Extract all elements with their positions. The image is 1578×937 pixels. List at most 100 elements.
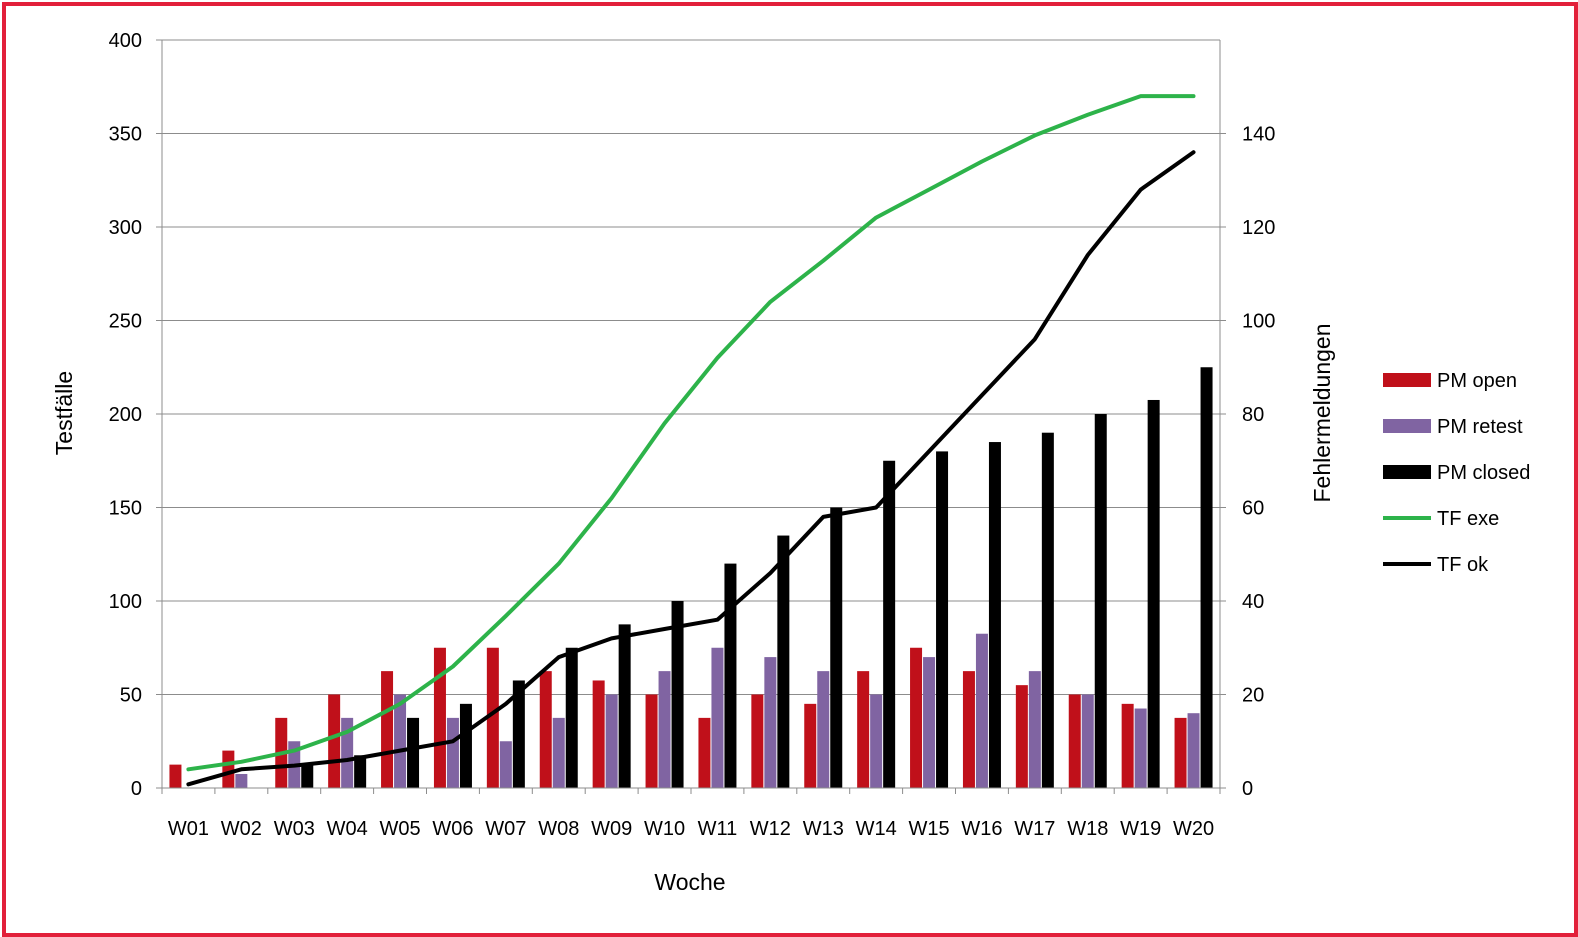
bar-pm-open [804, 703, 817, 788]
bar-pm-open [1068, 694, 1081, 788]
bars [169, 367, 1213, 788]
bar-pm-closed [301, 764, 314, 788]
legend-label: TF ok [1437, 554, 1489, 576]
legend: PM open PM retest PM closed TF exe TF ok [1383, 370, 1530, 576]
y-tick-label: 50 [120, 685, 142, 707]
y-tick-label: 150 [109, 498, 142, 520]
x-tick-label: W09 [591, 818, 632, 840]
x-tick-label: W04 [327, 818, 368, 840]
bar-pm-open [592, 680, 605, 788]
legend-swatch [1383, 419, 1431, 433]
y2-tick-label: 0 [1242, 778, 1253, 800]
x-tick-label: W06 [432, 818, 473, 840]
bar-pm-closed [512, 680, 525, 788]
bar-pm-open [910, 647, 923, 788]
bar-pm-closed [1200, 367, 1213, 788]
y-tick-label: 350 [109, 124, 142, 146]
y2-tick-label: 100 [1242, 311, 1275, 333]
y2-tick-label: 80 [1242, 404, 1264, 426]
x-tick-label: W15 [908, 818, 949, 840]
x-tick-label: W07 [485, 818, 526, 840]
y-tick-label: 0 [131, 778, 142, 800]
bar-pm-retest [658, 671, 671, 788]
bar-pm-retest [605, 694, 618, 788]
x-tick-label: W03 [274, 818, 315, 840]
x-tick-label: W17 [1014, 818, 1055, 840]
bar-pm-closed [671, 601, 684, 788]
bar-pm-open [381, 671, 394, 788]
bar-pm-closed [1094, 414, 1107, 788]
bar-pm-open [1174, 717, 1187, 788]
y-tick-label: 100 [109, 591, 142, 613]
x-tick-label: W20 [1173, 818, 1214, 840]
x-tick-label: W12 [750, 818, 791, 840]
x-tick-label: W16 [961, 818, 1002, 840]
bar-pm-retest [1081, 694, 1094, 788]
bar-pm-closed [407, 717, 420, 788]
y2-tick-label: 120 [1242, 217, 1275, 239]
bar-pm-retest [552, 717, 565, 788]
bar-pm-closed [459, 703, 472, 788]
x-tick-label: W14 [856, 818, 897, 840]
bar-pm-closed [354, 755, 367, 788]
bar-pm-closed [1041, 432, 1054, 788]
y-axis-title: Testfälle [51, 371, 77, 455]
bar-pm-retest [870, 694, 883, 788]
y-tick-label: 250 [109, 311, 142, 333]
x-tick-label: W08 [538, 818, 579, 840]
bar-pm-closed [936, 451, 949, 788]
bar-pm-closed [724, 563, 737, 788]
bar-pm-retest [341, 717, 354, 788]
bar-pm-retest [764, 657, 777, 788]
bar-pm-open [486, 647, 499, 788]
y-tick-label: 300 [109, 217, 142, 239]
x-tick-label: W02 [221, 818, 262, 840]
bar-pm-open [1015, 685, 1028, 788]
bar-pm-open [169, 764, 182, 788]
legend-label: PM open [1437, 370, 1517, 392]
y-tick-label: 400 [109, 30, 142, 52]
bar-pm-open [962, 671, 975, 788]
bar-pm-open [222, 750, 235, 788]
bar-pm-closed [777, 535, 790, 788]
bar-pm-retest [499, 741, 512, 788]
y2-axis-title: Fehlermeldungen [1309, 323, 1335, 502]
bar-pm-open [539, 671, 552, 788]
bar-pm-retest [975, 633, 988, 788]
line-tf-ok [186, 150, 1196, 787]
y2-tick-label: 20 [1242, 685, 1264, 707]
x-tick-label: W11 [698, 818, 738, 840]
lines [186, 94, 1196, 787]
bar-pm-closed [565, 647, 578, 788]
bar-pm-retest [1187, 713, 1200, 788]
bar-pm-retest [711, 647, 724, 788]
y-tick-label: 200 [109, 404, 142, 426]
legend-swatch [1383, 373, 1431, 387]
bar-pm-open [645, 694, 658, 788]
legend-label: PM retest [1437, 416, 1523, 438]
legend-swatch [1383, 465, 1431, 479]
y2-tick-label: 40 [1242, 591, 1264, 613]
bar-pm-retest [1028, 671, 1041, 788]
y2-tick-label: 140 [1242, 124, 1275, 146]
bar-pm-closed [830, 507, 843, 788]
y2-tick-label: 60 [1242, 498, 1264, 520]
bar-pm-open [857, 671, 870, 788]
gridlines [162, 39, 1220, 695]
bar-pm-closed [1147, 399, 1160, 788]
line-tf-exe [186, 94, 1196, 772]
x-tick-label: W05 [379, 818, 420, 840]
bar-pm-retest [235, 773, 248, 788]
bar-pm-closed [618, 624, 631, 788]
axes: 0 50 100 150 200 250 300 350 400 0 20 40 60 80 100 120 1… [109, 30, 1276, 840]
x-tick-label: W10 [644, 818, 685, 840]
x-tick-label: W18 [1067, 818, 1108, 840]
bar-pm-open [751, 694, 764, 788]
bar-pm-open [433, 647, 446, 788]
bar-pm-closed [988, 442, 1001, 788]
bar-pm-retest [923, 657, 936, 788]
legend-label: PM closed [1437, 462, 1530, 484]
bar-pm-open [698, 717, 711, 788]
